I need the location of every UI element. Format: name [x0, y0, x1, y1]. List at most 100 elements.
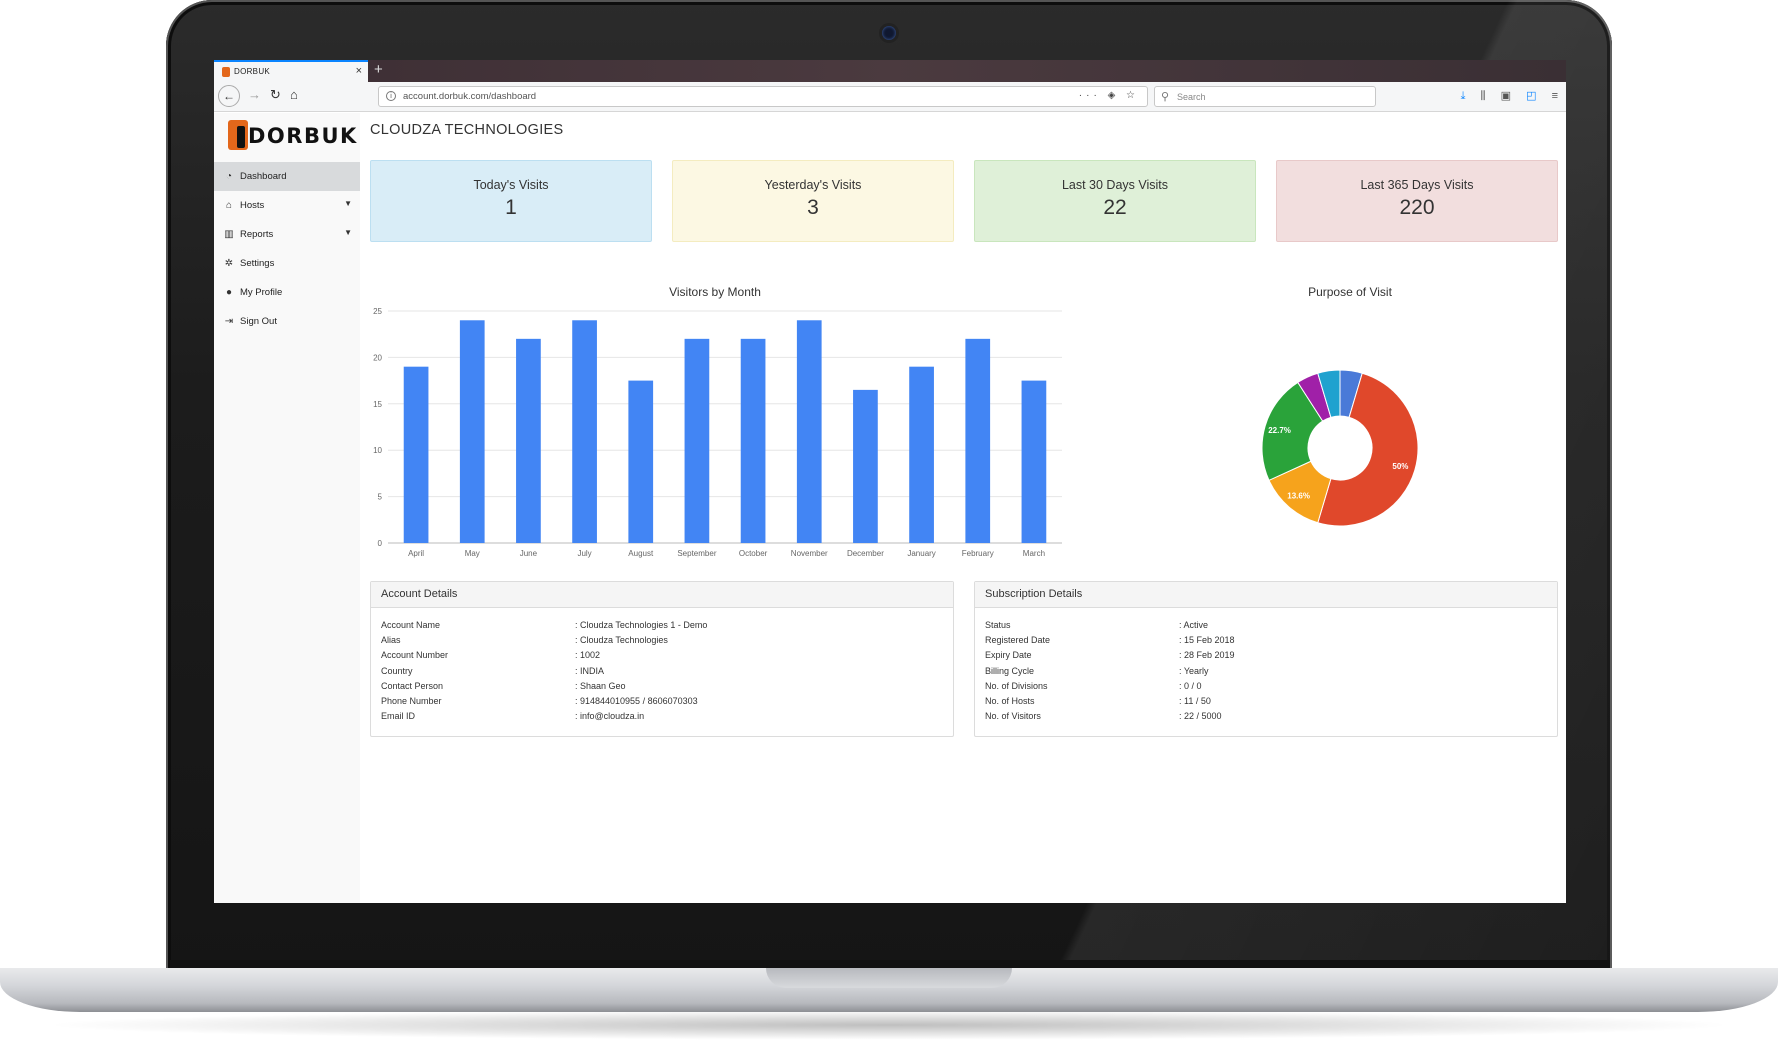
- webcam: [882, 26, 896, 40]
- tab-close-button[interactable]: ×: [355, 65, 362, 77]
- sidebar-item-reports[interactable]: ▥ Reports ▼: [214, 220, 360, 249]
- detail-value: : 22 / 5000: [1179, 711, 1222, 722]
- stat-card-yesterday: Yesterday's Visits 3: [672, 160, 954, 242]
- stat-card-today: Today's Visits 1: [370, 160, 652, 242]
- pie-slice[interactable]: [1317, 369, 1341, 418]
- x-tick-label: April: [408, 549, 424, 558]
- detail-key: Account Number: [381, 650, 449, 661]
- visitors-by-month-chart: 0 5 10 15 20 25 April May June July August Septembe…: [373, 307, 1062, 558]
- bar-chart-icon: ▥: [224, 229, 234, 240]
- pie-chart-title: Purpose of Visit: [1308, 285, 1392, 299]
- x-tick-label: November: [791, 549, 828, 558]
- bar-october[interactable]: [740, 338, 766, 543]
- search-placeholder[interactable]: Search: [1177, 92, 1206, 102]
- bar-november[interactable]: [796, 320, 822, 543]
- sidebar-item-label: Reports: [240, 229, 274, 240]
- sidebar-item-label: My Profile: [240, 287, 283, 298]
- bar-march[interactable]: [1021, 380, 1047, 543]
- logo-text: DORBUK: [248, 124, 358, 148]
- sidebar-menu: ◔ Dashboard ⌂ Hosts ▼ ▥ Reports ▼ ✲ Settings ● My P…: [214, 162, 360, 336]
- logo-mark: [228, 120, 248, 150]
- x-tick-label: February: [962, 549, 994, 558]
- bar-june[interactable]: [516, 338, 541, 543]
- stat-value: 1: [505, 196, 517, 219]
- user-icon: ●: [225, 287, 233, 298]
- detail-value: : INDIA: [575, 665, 605, 676]
- detail-key: Status: [985, 620, 1011, 630]
- page-actions-icons[interactable]: ··· ◈ ☆: [1078, 90, 1139, 101]
- new-tab-button[interactable]: +: [374, 61, 383, 78]
- bar-july[interactable]: [572, 320, 597, 543]
- search-icon: ⚲: [1161, 91, 1170, 103]
- pie-slice-label: 50%: [1392, 462, 1408, 471]
- detail-row: Registered Date: 15 Feb 2018: [985, 635, 1547, 650]
- detail-row: No. of Divisions: 0 / 0: [985, 681, 1547, 696]
- bar-january[interactable]: [909, 366, 934, 543]
- dorbuk-logo[interactable]: DORBUK: [228, 118, 358, 158]
- y-tick-label: 0: [378, 539, 383, 548]
- bar-april[interactable]: [403, 366, 429, 543]
- screenshot-icon[interactable]: ◰: [1526, 90, 1537, 102]
- detail-key: Expiry Date: [985, 650, 1032, 661]
- favicon-icon: [222, 67, 230, 77]
- sidebar-item-dashboard[interactable]: ◔ Dashboard: [214, 162, 360, 191]
- search-bar[interactable]: ⚲ Search: [1154, 86, 1376, 107]
- stat-value: 3: [807, 196, 819, 219]
- detail-row: Account Number: 1002: [381, 650, 943, 665]
- gear-icon: ✲: [224, 258, 234, 269]
- sidebar-item-label: Dashboard: [240, 171, 287, 182]
- home-icon: ⌂: [225, 200, 233, 211]
- bar-august[interactable]: [628, 380, 654, 543]
- stat-label: Last 30 Days Visits: [1061, 178, 1169, 192]
- y-tick-label: 25: [373, 307, 382, 316]
- forward-button[interactable]: →: [248, 87, 261, 102]
- detail-value: : Shaan Geo: [575, 680, 626, 691]
- detail-key: Billing Cycle: [985, 665, 1035, 676]
- home-button[interactable]: ⌂: [290, 87, 298, 102]
- pie-slice[interactable]: [1317, 372, 1419, 527]
- url-text[interactable]: account.dorbuk.com/dashboard: [403, 91, 537, 102]
- sidebar-item-settings[interactable]: ✲ Settings: [214, 249, 360, 278]
- bar-february[interactable]: [965, 338, 991, 543]
- sidebar-item-my-profile[interactable]: ● My Profile: [214, 278, 360, 307]
- y-tick-label: 10: [373, 446, 382, 455]
- x-tick-label: June: [520, 549, 538, 558]
- detail-key: Alias: [381, 635, 401, 646]
- sidebar-toggle-icon[interactable]: ▣: [1500, 90, 1512, 102]
- x-tick-label: August: [628, 549, 654, 558]
- browser-tab[interactable]: DORBUK ×: [214, 60, 368, 82]
- caret-down-icon[interactable]: ▼: [344, 228, 352, 237]
- app: DORBUK ◔ Dashboard ⌂ Hosts ▼ ▥ Reports ▼ ✲ Settin…: [214, 113, 1566, 903]
- sidebar-item-sign-out[interactable]: ⇥ Sign Out: [214, 307, 360, 336]
- back-button[interactable]: ←: [218, 85, 240, 107]
- library-icon[interactable]: ⫼: [1480, 90, 1486, 102]
- y-tick-label: 5: [378, 493, 383, 502]
- pie-slice[interactable]: [1261, 381, 1324, 481]
- detail-key: Phone Number: [381, 695, 442, 706]
- detail-key: Account Name: [381, 620, 441, 630]
- menu-icon[interactable]: ≡: [1551, 90, 1558, 102]
- tab-title: DORBUK: [234, 67, 271, 76]
- info-icon[interactable]: i: [386, 91, 396, 101]
- detail-value: : Active: [1179, 620, 1209, 630]
- detail-key: Country: [381, 665, 413, 676]
- caret-down-icon[interactable]: ▼: [344, 199, 352, 208]
- bar-may[interactable]: [459, 320, 485, 543]
- download-icon[interactable]: ⤓: [1460, 90, 1466, 102]
- detail-row: Alias: Cloudza Technologies: [381, 635, 943, 650]
- sidebar-item-hosts[interactable]: ⌂ Hosts ▼: [214, 191, 360, 220]
- url-bar[interactable]: i account.dorbuk.com/dashboard ··· ◈ ☆: [378, 86, 1148, 107]
- detail-value: : Yearly: [1179, 665, 1209, 676]
- bar-september[interactable]: [684, 338, 710, 543]
- reload-button[interactable]: ↻: [270, 87, 281, 102]
- detail-value: : 15 Feb 2018: [1179, 635, 1235, 646]
- x-tick-label: January: [907, 549, 935, 558]
- panel-title: Subscription Details: [975, 582, 1557, 608]
- account-details-body: Account Name: Cloudza Technologies 1 - D…: [371, 608, 953, 726]
- detail-row: Expiry Date: 28 Feb 2019: [985, 650, 1547, 665]
- detail-value: : info@cloudza.in: [575, 711, 645, 722]
- bar-december[interactable]: [853, 389, 878, 543]
- browser-toolbar: ⤓ ⫼ ▣ ◰ ≡: [1449, 89, 1558, 103]
- detail-key: Contact Person: [381, 680, 444, 691]
